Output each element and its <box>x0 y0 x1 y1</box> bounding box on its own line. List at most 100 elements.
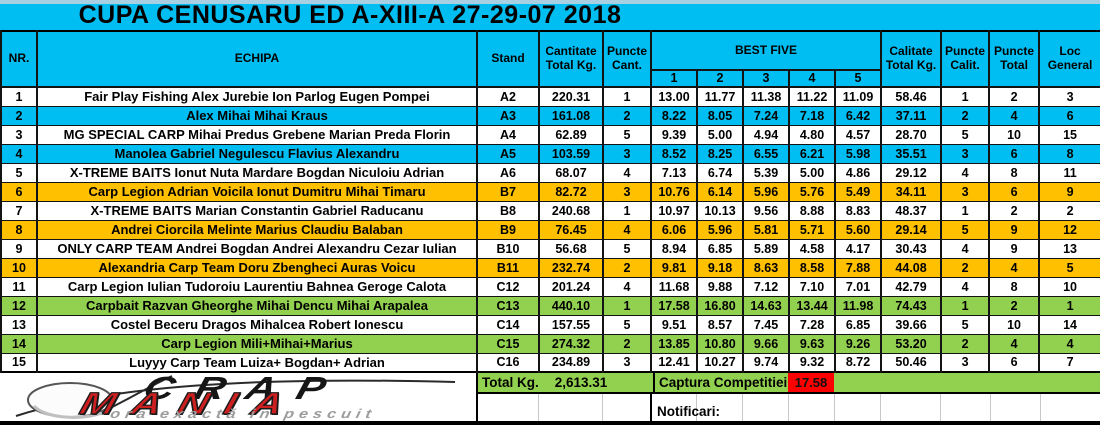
cell-puncte-calit: 4 <box>940 238 991 259</box>
table-row: 12 Carpbait Razvan Gheorghe Mihai Dencu M… <box>0 295 1100 316</box>
cell-best-1: 9.39 <box>650 124 698 145</box>
cell-best-2: 6.85 <box>696 238 744 259</box>
cell-stand: C13 <box>476 295 540 316</box>
cell-team: X-TREME BAITS Ionut Nuta Mardare Bogdan … <box>36 162 478 183</box>
results-body: 1 Fair Play Fishing Alex Jurebie Ion Parl… <box>0 86 1100 373</box>
cell-team: Luyyy Carp Team Luiza+ Bogdan+ Adrian <box>36 352 478 373</box>
cell-best-4: 4.58 <box>788 238 836 259</box>
cell-loc-general: 14 <box>1038 314 1100 335</box>
cell-best-3: 9.74 <box>742 352 790 373</box>
cell-best-1: 10.97 <box>650 200 698 221</box>
cell-puncte-calit: 1 <box>940 295 991 316</box>
col-header-best-5: 5 <box>833 69 883 88</box>
col-header-loc-general: Loc General <box>1038 30 1100 88</box>
cell-best-2: 8.57 <box>696 314 744 335</box>
cell-nr: 14 <box>0 333 38 354</box>
cell-best-4: 8.88 <box>788 200 836 221</box>
cell-puncte-calit: 5 <box>940 124 991 145</box>
cell-total-kg: 82.72 <box>538 181 604 202</box>
cell-puncte-total: 9 <box>988 219 1041 240</box>
cell-best-3: 9.66 <box>742 333 790 354</box>
cell-puncte-total: 10 <box>988 314 1041 335</box>
cell-puncte-calit: 1 <box>940 200 991 221</box>
cell-team: ONLY CARP TEAM Andrei Bogdan Andrei Alex… <box>36 238 478 259</box>
cell-gridline <box>1040 394 1041 421</box>
cell-total-kg: 68.07 <box>538 162 604 183</box>
cell-total-kg: 274.32 <box>538 333 604 354</box>
cell-puncte-cant: 5 <box>602 238 652 259</box>
cell-puncte-calit: 4 <box>940 162 991 183</box>
cell-best-5: 5.98 <box>833 143 883 164</box>
footer: CRAP MANIA ora exactă in pescuit Total K… <box>0 373 1100 425</box>
cell-loc-general: 9 <box>1038 181 1100 202</box>
cell-loc-general: 2 <box>1038 200 1100 221</box>
cell-best-2: 10.27 <box>696 352 744 373</box>
cell-nr: 4 <box>0 143 38 164</box>
cell-best-3: 11.38 <box>742 86 790 107</box>
cell-puncte-total: 6 <box>988 352 1041 373</box>
cell-puncte-cant: 3 <box>602 352 652 373</box>
cell-total-kg: 220.31 <box>538 86 604 107</box>
cell-total-kg: 201.24 <box>538 276 604 297</box>
cell-puncte-cant: 1 <box>602 200 652 221</box>
page-title: CUPA CENUSARU ED A-XIII-A 27-29-07 2018 <box>78 1 622 29</box>
cell-gridline <box>990 394 991 421</box>
cell-best-4: 11.22 <box>788 86 836 107</box>
cell-best-1: 13.00 <box>650 86 698 107</box>
cell-best-2: 9.88 <box>696 276 744 297</box>
crapmania-logo: CRAP MANIA ora exactă in pescuit <box>0 373 478 421</box>
cell-calitate-kg: 28.70 <box>880 124 943 145</box>
cell-team: Carp Legion Adrian Voicila Ionut Dumitru… <box>36 181 478 202</box>
cell-best-2: 10.80 <box>696 333 744 354</box>
cell-best-5: 8.72 <box>833 352 883 373</box>
cell-loc-general: 3 <box>1038 86 1100 107</box>
cell-stand: B10 <box>476 238 540 259</box>
col-header-puncte-calit: Puncte Calit. <box>940 30 991 88</box>
cell-best-2: 16.80 <box>696 295 744 316</box>
cell-best-4: 8.58 <box>788 257 836 278</box>
table-row: 10 Alexandria Carp Team Doru Zbengheci Au… <box>0 257 1100 278</box>
cell-best-2: 10.13 <box>696 200 744 221</box>
cell-puncte-cant: 3 <box>602 181 652 202</box>
cell-team: MG SPECIAL CARP Mihai Predus Grebene Mar… <box>36 124 478 145</box>
cell-total-kg: 103.59 <box>538 143 604 164</box>
cell-best-5: 7.01 <box>833 276 883 297</box>
cell-puncte-calit: 5 <box>940 219 991 240</box>
table-row: 8 Andrei Ciorcila Melinte Marius Claudiu … <box>0 219 1100 240</box>
cell-loc-general: 1 <box>1038 295 1100 316</box>
col-header-puncte-total: Puncte Total <box>988 30 1041 88</box>
cell-best-1: 9.81 <box>650 257 698 278</box>
cell-nr: 11 <box>0 276 38 297</box>
fishing-float-icon <box>15 375 456 419</box>
cell-best-2: 9.18 <box>696 257 744 278</box>
cell-best-3: 9.56 <box>742 200 790 221</box>
top-strip <box>0 0 1100 4</box>
cell-loc-general: 7 <box>1038 352 1100 373</box>
cell-best-2: 8.05 <box>696 105 744 126</box>
cell-best-1: 8.52 <box>650 143 698 164</box>
cell-calitate-kg: 35.51 <box>880 143 943 164</box>
cell-puncte-calit: 2 <box>940 333 991 354</box>
cell-puncte-cant: 1 <box>602 295 652 316</box>
cell-total-kg: 62.89 <box>538 124 604 145</box>
cell-best-3: 14.63 <box>742 295 790 316</box>
cell-puncte-calit: 2 <box>940 105 991 126</box>
cell-best-4: 5.76 <box>788 181 836 202</box>
cell-best-5: 9.26 <box>833 333 883 354</box>
cell-stand: A4 <box>476 124 540 145</box>
cell-puncte-cant: 2 <box>602 333 652 354</box>
cell-best-2: 6.74 <box>696 162 744 183</box>
cell-nr: 9 <box>0 238 38 259</box>
cell-best-5: 6.85 <box>833 314 883 335</box>
cell-best-4: 6.21 <box>788 143 836 164</box>
total-kg-value: 2,613.31 <box>554 375 608 390</box>
cell-loc-general: 11 <box>1038 162 1100 183</box>
cell-best-5: 5.60 <box>833 219 883 240</box>
bottom-border <box>0 421 1100 425</box>
cell-calitate-kg: 58.46 <box>880 86 943 107</box>
col-header-calitate: Calitate Total Kg. <box>880 30 943 88</box>
cell-best-2: 5.96 <box>696 219 744 240</box>
cell-puncte-calit: 3 <box>940 181 991 202</box>
cell-total-kg: 232.74 <box>538 257 604 278</box>
cell-best-2: 5.00 <box>696 124 744 145</box>
